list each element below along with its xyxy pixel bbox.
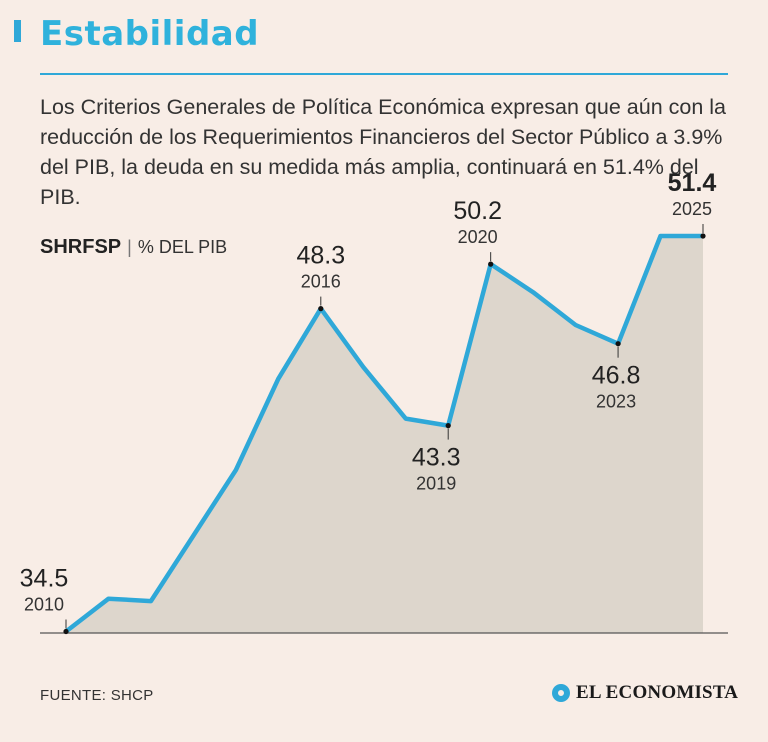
year-label-2025: 2025 bbox=[672, 199, 712, 219]
value-label-2023: 46.8 bbox=[592, 362, 641, 390]
description-text: Los Criterios Generales de Política Econ… bbox=[40, 95, 726, 209]
data-point-2020 bbox=[488, 261, 494, 267]
title-divider bbox=[40, 73, 728, 75]
source-note: FUENTE: SHCP bbox=[40, 687, 154, 704]
value-label-2020: 50.2 bbox=[453, 197, 502, 225]
data-point-2023 bbox=[615, 341, 621, 347]
series-name: SHRFSP bbox=[40, 236, 122, 258]
logo-circle-icon bbox=[552, 684, 570, 702]
data-point-2025 bbox=[700, 233, 706, 239]
title-accent-bar bbox=[14, 20, 21, 42]
year-label-2016: 2016 bbox=[301, 272, 341, 292]
year-label-2019: 2019 bbox=[416, 474, 456, 494]
value-label-2010: 34.5 bbox=[20, 565, 69, 593]
year-label-2023: 2023 bbox=[596, 392, 636, 412]
value-label-2019: 43.3 bbox=[412, 444, 461, 472]
year-label-2020: 2020 bbox=[458, 227, 498, 247]
value-label-2025: 51.4 bbox=[668, 169, 717, 197]
data-point-2019 bbox=[445, 423, 451, 429]
series-line bbox=[63, 233, 706, 634]
data-point-2010 bbox=[63, 628, 69, 635]
series-separator: | bbox=[127, 237, 132, 257]
series-label: SHRFSP |% DEL PIB bbox=[40, 236, 227, 259]
data-point-2016 bbox=[318, 306, 324, 312]
area-fill bbox=[66, 236, 703, 633]
value-label-2016: 48.3 bbox=[296, 242, 345, 270]
page-title: Estabilidad bbox=[40, 14, 260, 54]
year-label-2010: 2010 bbox=[24, 595, 64, 615]
series-unit: % DEL PIB bbox=[137, 237, 228, 257]
publisher-logo: EL ECONOMISTA bbox=[552, 682, 738, 704]
logo-text: EL ECONOMISTA bbox=[576, 682, 739, 703]
